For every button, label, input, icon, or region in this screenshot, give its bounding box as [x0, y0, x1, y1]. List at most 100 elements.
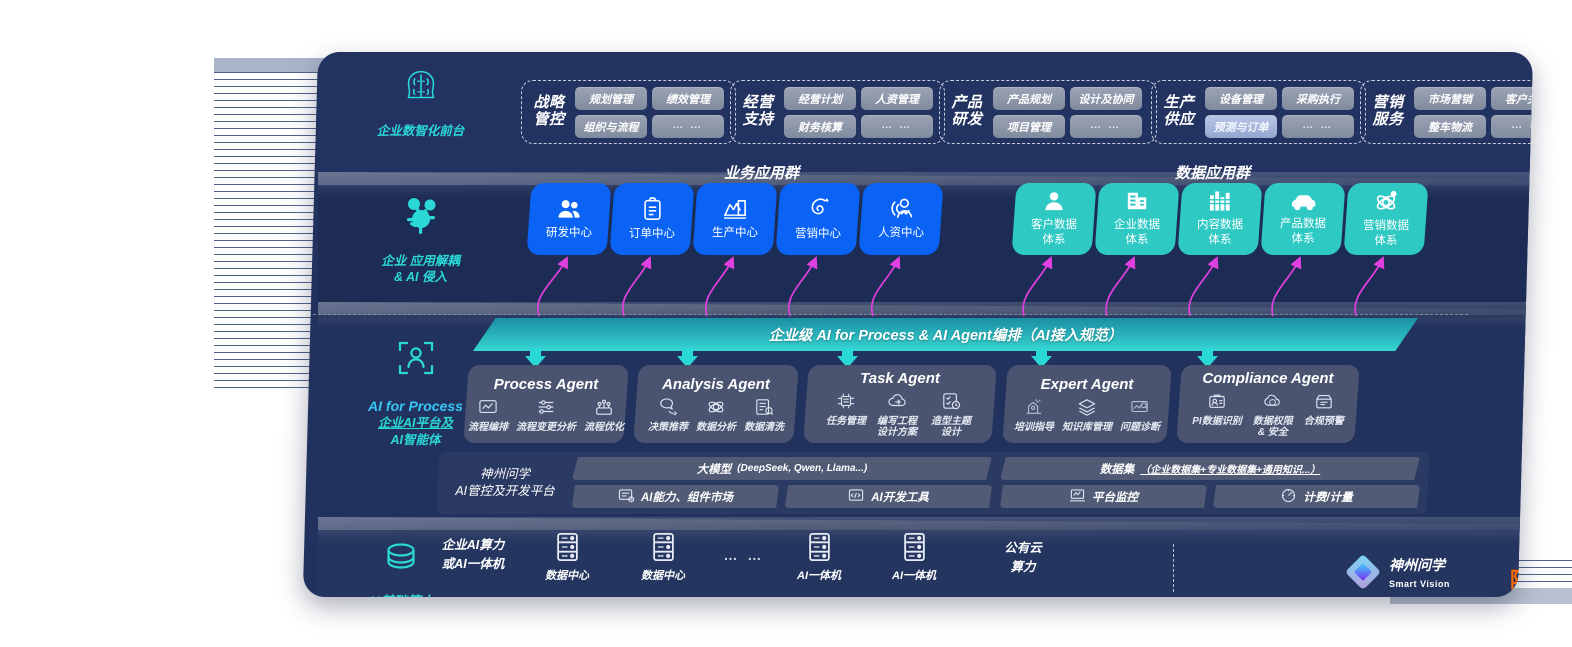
rail-ai-for-process: AI for Process 企业AI平台及 AI智能体 — [323, 332, 508, 449]
agent-card-task[interactable]: Task Agent 任务管理 编写工程设计方案 造型主题设计 — [803, 365, 997, 443]
clipboard-icon — [642, 197, 663, 226]
agent-feature[interactable]: 造型主题设计 — [928, 392, 974, 438]
domain-chip[interactable]: 设备管理 — [1205, 86, 1277, 110]
domain-chip-more[interactable]: … … — [1070, 114, 1142, 138]
rail-label-line1: 企业 应用解耦 — [381, 253, 460, 268]
data-card-product[interactable]: 产品数据 体系 — [1260, 183, 1346, 255]
domain-chip[interactable]: 绩效管理 — [652, 86, 724, 110]
ai-platform-panel: 神州问学 AI管控及开发平台 大模型 (DeepSeek, Qwen, Llam… — [436, 452, 1430, 514]
domain-chip-more[interactable]: … … — [1282, 114, 1354, 138]
domain-chip-more[interactable]: … … — [1491, 114, 1534, 138]
platform-monitor-bar[interactable]: 平台监控 — [1000, 485, 1207, 508]
domain-chip-highlighted[interactable]: 预测与订单 — [1205, 114, 1277, 138]
ai-capability-market-bar[interactable]: AI能力、组件市场 — [572, 485, 779, 508]
data-card-marketing[interactable]: 营销数据 体系 — [1343, 183, 1429, 255]
infra-label-2: 算力 — [1010, 559, 1036, 574]
platform-right-column: 数据集 （企业数据集+专业数据集+通用知识...） 平台监控 计费/计量 — [1000, 457, 1420, 509]
data-card-enterprise[interactable]: 企业数据 体系 — [1094, 183, 1180, 255]
domain-chip-more[interactable]: … … — [652, 114, 724, 138]
domain-chip[interactable]: 人资管理 — [861, 86, 933, 110]
domain-chip[interactable]: 整车物流 — [1414, 114, 1486, 138]
agent-feature[interactable]: 数据权限 & 安全 — [1250, 392, 1296, 438]
agent-feature[interactable]: 编写工程设计方案 — [874, 392, 920, 438]
agent-feature[interactable]: PI数据识别 — [1192, 392, 1242, 427]
component-market-icon — [618, 488, 635, 506]
infra-label: AI一体机 — [892, 570, 936, 582]
data-card-customer[interactable]: 客户数据 体系 — [1011, 183, 1097, 255]
ai-dev-tool-bar[interactable]: AI开发工具 — [785, 485, 992, 508]
agent-feature[interactable]: 知识库管理 — [1062, 398, 1112, 433]
users-icon — [557, 198, 582, 225]
domain-chip[interactable]: 市场营销 — [1414, 86, 1486, 110]
domain-chip[interactable]: 经营计划 — [784, 86, 856, 110]
agent-feature[interactable]: 合规预警 — [1304, 392, 1344, 427]
dataset-bar[interactable]: 数据集 （企业数据集+专业数据集+通用知识...） — [1000, 457, 1420, 480]
agent-feature[interactable]: 任务管理 — [826, 392, 866, 427]
person-scan-icon — [323, 332, 508, 391]
app-card-order-center[interactable]: 订单中心 — [609, 183, 695, 255]
agent-card-compliance[interactable]: Compliance Agent PI数据识别 数据权限 & 安全 合规预警 — [1176, 365, 1360, 443]
agent-feature[interactable]: 决策推荐 — [648, 397, 688, 433]
agent-feature[interactable]: 流程变更分析 — [516, 398, 576, 433]
data-card-content[interactable]: 内容数据 体系 — [1177, 183, 1263, 255]
domain-chip[interactable]: 产品规划 — [993, 86, 1065, 110]
factory-chart-icon — [723, 197, 748, 225]
infra-label-1: 企业AI算力 — [441, 538, 505, 552]
agent-feature[interactable]: 培训指导 — [1014, 398, 1054, 433]
domain-chip[interactable]: 组织与流程 — [575, 114, 647, 138]
atom-analysis-icon — [706, 398, 726, 421]
app-card-hr-center[interactable]: 人资中心 — [858, 183, 944, 255]
domain-chip[interactable]: 项目管理 — [993, 114, 1065, 138]
data-card-label-2: 体系 — [1291, 233, 1315, 245]
agent-card-analysis[interactable]: Analysis Agent 决策推荐 数据分析 数据清洗 — [633, 365, 799, 443]
agent-card-expert[interactable]: Expert Agent 培训指导 知识库管理 问题诊断 — [1002, 365, 1172, 443]
aliyun-mark-icon — [1473, 596, 1505, 597]
domain-title: 经营 支持 — [742, 94, 774, 128]
atom-icon — [1375, 190, 1398, 218]
data-card-label-1: 内容数据 — [1197, 219, 1243, 232]
domain-title: 营销 服务 — [1372, 94, 1404, 128]
data-card-label-1: 客户数据 — [1031, 219, 1077, 232]
domain-chip[interactable]: 财务核算 — [784, 114, 856, 138]
building-icon — [1126, 190, 1148, 217]
banner-agent-connectors — [525, 348, 1218, 368]
app-card-label: 生产中心 — [712, 227, 758, 240]
task-net-icon — [836, 392, 856, 415]
infra-ai-appliance-2: AI一体机 — [873, 532, 955, 584]
agent-name: Process Agent — [493, 375, 599, 393]
app-card-production-center[interactable]: 生产中心 — [692, 183, 778, 255]
rail-label-line2: & AI 侵入 — [393, 270, 447, 285]
infra-label-1: 公有云 — [1004, 541, 1042, 555]
app-card-marketing-center[interactable]: 营销中心 — [775, 183, 861, 255]
infra-label: 数据中心 — [641, 570, 685, 582]
bars-icon — [1208, 190, 1232, 217]
app-card-rnd-center[interactable]: 研发中心 — [526, 183, 612, 255]
infra-divider — [1173, 544, 1174, 592]
person-wave-icon — [889, 197, 914, 225]
infra-more: … … — [703, 547, 785, 563]
car-icon — [1290, 192, 1317, 216]
agent-feature[interactable]: 流程编排 — [468, 398, 508, 433]
model-bar[interactable]: 大模型 (DeepSeek, Qwen, Llama...) — [572, 457, 992, 480]
agent-name: Analysis Agent — [662, 375, 770, 393]
molecule-icon — [328, 192, 513, 247]
agent-feature[interactable]: 数据清洗 — [744, 398, 784, 433]
smart-vision-logo: 神州问学 Smart Vision — [1343, 552, 1450, 597]
infra-public-cloud: 公有云 算力 — [978, 541, 1068, 575]
data-card-label-1: 营销数据 — [1363, 219, 1409, 232]
agent-feature[interactable]: 数据分析 — [696, 398, 736, 433]
domain-chip[interactable]: 设计及协同 — [1070, 86, 1142, 110]
domain-group-marketing: 营销 服务 市场营销 客户关系 整车物流 … … — [1360, 80, 1534, 144]
agent-feature[interactable]: 流程优化 — [584, 398, 624, 433]
domain-chip[interactable]: 规划管理 — [575, 86, 647, 110]
domain-chip[interactable]: 客户关系 — [1491, 86, 1534, 110]
agent-card-process[interactable]: Process Agent 流程编排 流程变更分析 流程优化 — [463, 365, 629, 443]
data-card-label-2: 体系 — [1125, 234, 1149, 247]
domain-chip-more[interactable]: … … — [861, 114, 933, 138]
billing-metering-bar[interactable]: 计费/计量 — [1213, 485, 1420, 508]
checklist-clock-icon — [941, 392, 961, 415]
id-card-icon — [1207, 392, 1227, 415]
agent-feature[interactable]: 问题诊断 — [1120, 398, 1160, 433]
domain-chip[interactable]: 采购执行 — [1282, 86, 1354, 110]
agent-name: Expert Agent — [1040, 375, 1134, 393]
